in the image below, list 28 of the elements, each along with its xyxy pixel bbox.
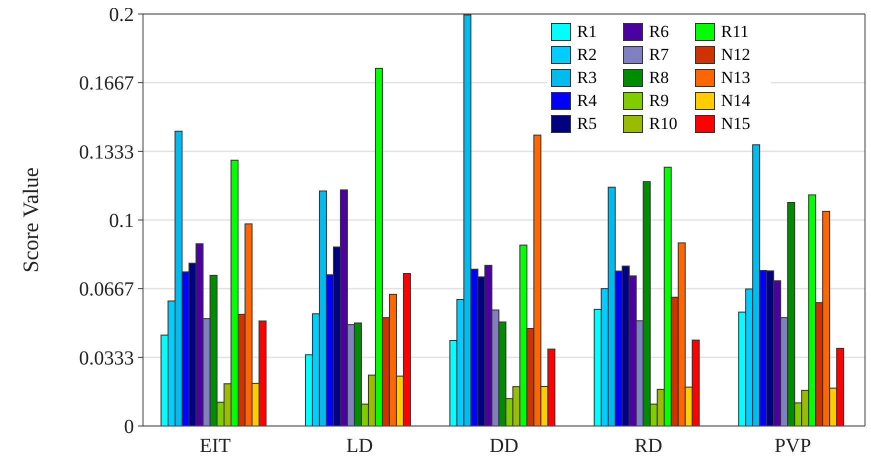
y-tick-label: 0.1 (109, 210, 134, 232)
y-tick-label: 0.0667 (79, 278, 134, 301)
legend-label: R7 (649, 44, 669, 64)
y-tick-label: 0.0333 (79, 348, 134, 370)
x-tick-label: LD (346, 435, 373, 458)
y-axis-title: Score Value (18, 167, 43, 273)
legend-label: N15 (721, 114, 750, 134)
legend-label: R4 (577, 90, 597, 110)
y-tick-label: 0.1333 (79, 142, 134, 164)
legend-label: R1 (577, 22, 597, 42)
legend-label: R11 (721, 22, 749, 42)
x-tick-label: DD (490, 435, 518, 458)
legend-label: R6 (649, 22, 669, 42)
x-tick-label: RD (634, 435, 662, 458)
y-tick-label: 0 (124, 416, 134, 438)
y-tick-label: 0.2 (109, 4, 134, 26)
legend-label: R2 (577, 44, 597, 64)
x-tick-label: EIT (200, 435, 231, 458)
legend-label: N13 (721, 68, 750, 88)
legend-label: R5 (577, 114, 597, 134)
legend-label: N12 (721, 44, 750, 64)
legend-label: N14 (721, 90, 750, 110)
legend-label: R3 (577, 68, 597, 88)
legend-label: R10 (649, 114, 678, 134)
y-tick-label: 0.1667 (79, 72, 134, 95)
legend-label: R9 (649, 90, 669, 110)
x-tick-label: PVP (774, 435, 812, 458)
legend-label: R8 (649, 68, 669, 88)
